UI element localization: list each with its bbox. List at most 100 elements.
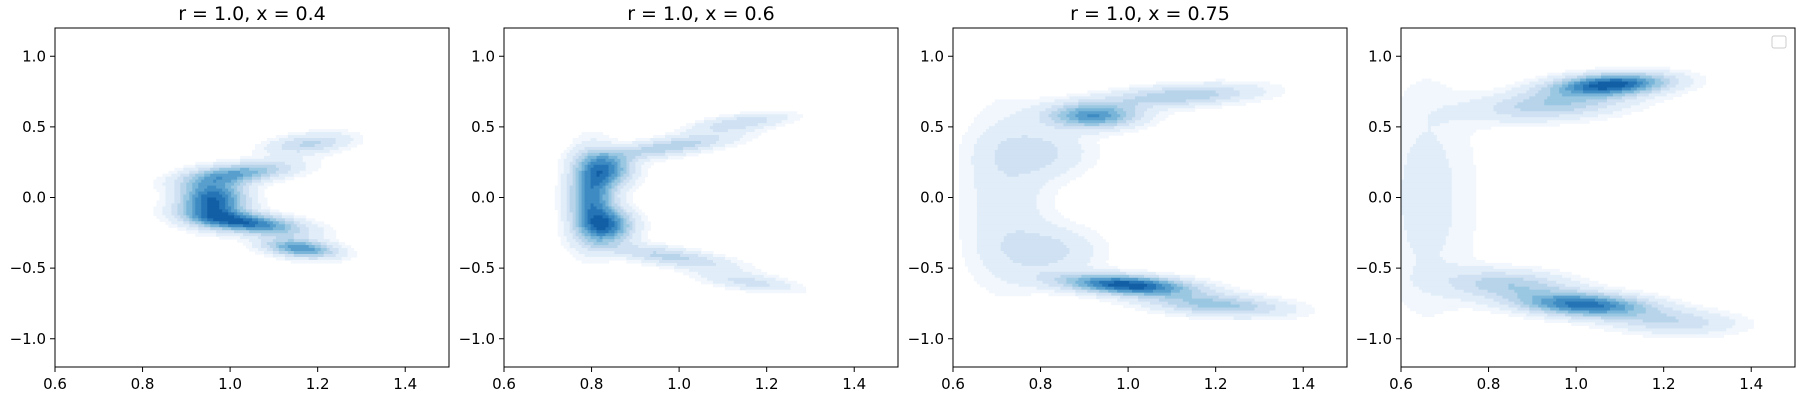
density-cell [290,164,307,169]
density-cell [1526,313,1548,318]
density-cell [1401,292,1432,297]
density-cell [275,135,289,139]
density-cell [614,215,619,219]
density-cell [1586,105,1608,109]
density-cell [584,173,592,178]
density-cell [1603,319,1644,323]
density-cell [1401,254,1417,258]
density-cell [575,200,580,205]
density-cell [614,197,622,202]
density-cell [234,197,238,202]
density-cell [1639,102,1656,106]
density-cell [1556,298,1596,303]
density-cell [635,218,642,222]
density-cell [201,194,223,199]
density-cell [180,194,184,199]
density-cell [590,161,613,166]
density-cell [596,138,619,142]
density-cell [1401,230,1408,234]
density-cell [653,251,657,255]
density-cell [620,188,630,193]
density-cell [257,197,268,202]
density-cell [198,170,205,175]
density-cell [1493,93,1519,97]
density-cell [1138,295,1166,300]
density-cell [1615,102,1641,106]
density-cell [560,218,568,222]
density-cell [195,206,202,210]
density-cell [1627,328,1727,332]
density-cell [317,251,325,255]
density-cell [260,206,271,210]
density-cell [302,141,322,145]
density-cell [1170,283,1178,288]
density-cell [593,242,610,246]
density-cell [290,259,343,264]
density-cell [1239,304,1259,309]
density-cell [985,105,1032,109]
density-cell [1406,233,1450,237]
density-cell [1111,277,1121,282]
density-cell [635,182,642,187]
density-cell [1409,245,1444,249]
density-cell [1045,164,1076,169]
density-cell [1063,105,1079,109]
density-cell [1460,298,1495,303]
density-cell [183,221,190,225]
density-cell [1105,120,1118,124]
density-cell [1039,188,1059,193]
density-cell [1532,298,1542,303]
density-cell [982,262,1023,267]
density-cell [243,233,262,237]
density-cell [204,176,217,181]
density-cell [578,182,583,187]
density-cell [671,138,720,142]
density-cell [323,236,337,240]
panel-title: r = 1.0, x = 0.6 [627,3,775,25]
density-cell [1409,84,1447,89]
density-cell [581,221,586,225]
density-cell [988,289,1056,294]
density-cell [1532,301,1542,306]
density-cell [1066,170,1085,175]
density-cell [587,149,666,154]
density-cell [1051,117,1062,121]
density-cell [575,206,580,210]
density-cell [1415,310,1444,315]
density-cell [1069,117,1079,121]
density-cell [323,251,334,255]
density-cell [1036,203,1056,208]
density-cell [222,209,229,213]
density-cell [1401,200,1453,205]
density-cell [1009,256,1065,261]
density-cell [240,200,247,205]
density-cell [1451,170,1477,175]
density-cell [1126,271,1157,276]
density-cell [1439,251,1474,255]
density-cell [1093,251,1109,255]
density-cell [626,209,636,213]
density-cell [1648,81,1656,86]
density-cell [581,224,586,228]
density-cell [578,161,583,166]
density-cell [614,167,619,172]
density-cell [1636,295,1656,300]
density-cell [650,254,681,258]
density-cell [1454,286,1480,291]
density-cell [326,245,334,249]
density-cell [635,179,645,184]
density-cell [611,206,616,210]
density-cell [718,135,744,139]
density-cell [1401,277,1411,282]
density-cell [617,230,624,234]
density-cell [1296,304,1312,309]
density-cell [635,221,645,225]
density-cell [186,227,199,231]
density-cell [602,239,616,243]
density-cell [1675,84,1692,89]
density-cell [231,194,238,199]
density-cell [701,149,714,154]
density-cell [961,245,978,249]
density-cell [578,155,586,160]
density-cell [988,268,1121,273]
